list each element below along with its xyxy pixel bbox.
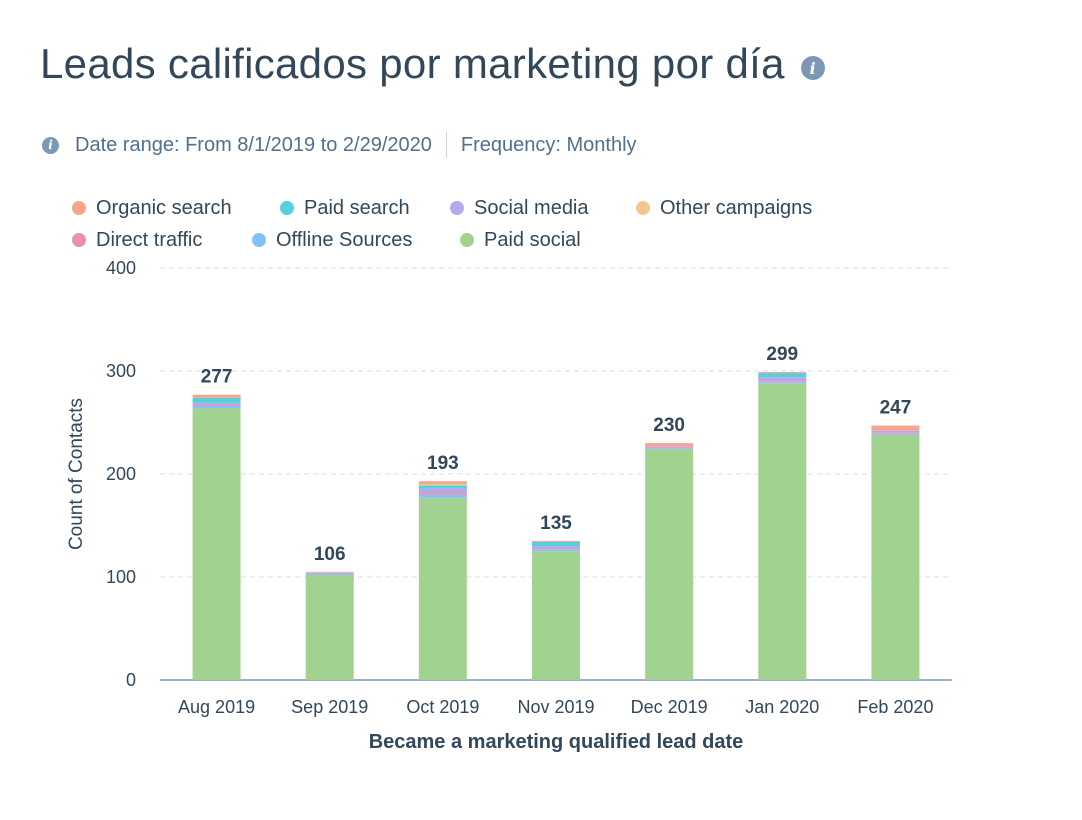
chart-legend: Organic search Paid search Social media Oth…: [72, 192, 972, 256]
x-axis-title: Became a marketing qualified lead date: [369, 731, 744, 753]
bar-segment-social-media: [305, 572, 354, 574]
legend-item-social-media[interactable]: Social media: [450, 197, 589, 220]
bar-segment-direct-traffic: [758, 381, 807, 383]
legend-swatch: [636, 201, 650, 215]
meta-divider: [445, 132, 447, 158]
bar-total-label: 135: [540, 513, 572, 534]
bar-segment-organic-search: [645, 443, 694, 447]
bar-segment-offline-sources: [758, 382, 807, 384]
bar-segment-social-media: [645, 446, 694, 448]
chart-title: Leads calificados por marketing por día …: [40, 40, 825, 88]
legend-swatch: [280, 201, 294, 215]
bar-segment-social-media: [192, 402, 241, 405]
bar-segment-direct-traffic: [418, 492, 467, 495]
x-tick-label: Aug 2019: [178, 697, 255, 717]
bar-segment-paid-search: [192, 397, 241, 403]
legend-item-paid-search[interactable]: Paid search: [280, 197, 410, 220]
bar-total-label: 193: [427, 453, 459, 474]
x-tick-label: Jan 2020: [745, 697, 819, 717]
legend-swatch: [72, 233, 86, 247]
bar-segment-offline-sources: [192, 406, 241, 409]
y-tick-label: 0: [126, 670, 136, 690]
bar-segment-paid-search: [758, 373, 807, 378]
x-tick-label: Nov 2019: [517, 697, 594, 717]
bar-total-label: 247: [880, 398, 912, 419]
date-range-info-icon[interactable]: i: [42, 136, 59, 154]
bar-segment-offline-sources: [645, 448, 694, 450]
info-icon[interactable]: i: [800, 56, 825, 80]
legend-label: Paid search: [304, 196, 410, 219]
legend-item-direct-traffic[interactable]: Direct traffic: [72, 229, 202, 252]
legend-item-offline-sources[interactable]: Offline Sources: [252, 229, 412, 252]
bar-total-label: 106: [314, 544, 346, 565]
legend-item-paid-social[interactable]: Paid social: [460, 229, 581, 252]
bar-segment-organic-search: [418, 481, 467, 485]
bar-segment-organic-search: [871, 425, 920, 431]
date-range-text: Date range: From 8/1/2019 to 2/29/2020: [75, 133, 432, 156]
bar-segment-social-media: [758, 377, 807, 382]
x-tick-label: Feb 2020: [857, 697, 933, 717]
bar-segment-paid-social: [871, 434, 920, 680]
bar-segment-direct-traffic: [645, 447, 694, 449]
bar-segment-paid-social: [532, 551, 580, 680]
x-tick-label: Oct 2019: [406, 697, 479, 717]
y-tick-label: 100: [106, 567, 136, 587]
chart-title-text: Leads calificados por marketing por día: [40, 40, 785, 87]
bar-segment-offline-sources: [532, 549, 580, 552]
legend-label: Organic search: [96, 196, 232, 219]
bar-segment-organic-search: [305, 571, 354, 573]
bar-segment-offline-sources: [418, 494, 467, 498]
bar-total-label: 230: [653, 415, 685, 436]
bar-segment-paid-search: [532, 541, 580, 547]
bar-segment-paid-social: [645, 449, 694, 680]
bar-segment-organic-search: [532, 540, 580, 542]
legend-label: Other campaigns: [660, 196, 813, 219]
y-tick-label: 200: [106, 464, 136, 484]
frequency-text: Frequency: Monthly: [460, 133, 637, 156]
legend-row: Organic search Paid search Social media Oth…: [72, 192, 972, 224]
legend-label: Direct traffic: [96, 228, 203, 251]
bar-segment-direct-traffic: [871, 432, 920, 434]
legend-label: Social media: [474, 196, 589, 219]
legend-label: Offline Sources: [276, 228, 413, 251]
legend-swatch: [450, 201, 464, 215]
legend-row: Direct traffic Offline Sources Paid social: [72, 224, 972, 256]
bar-segment-paid-search: [418, 485, 467, 489]
bar-segment-offline-sources: [305, 573, 354, 575]
bar-segment-paid-social: [758, 383, 807, 680]
bar-segment-social-media: [418, 488, 467, 493]
bar-segment-direct-traffic: [532, 548, 580, 550]
report-meta: i Date range: From 8/1/2019 to 2/29/2020…: [42, 132, 637, 158]
legend-item-other-campaigns[interactable]: Other campaigns: [636, 197, 812, 220]
legend-label: Paid social: [484, 228, 581, 251]
bar-segment-social-media: [532, 546, 580, 549]
bar-segment-paid-social: [418, 497, 467, 680]
x-tick-label: Dec 2019: [631, 697, 708, 717]
bar-segment-paid-social: [305, 574, 354, 680]
y-tick-label: 400: [106, 258, 136, 278]
bar-total-label: 299: [766, 344, 798, 365]
bar-segment-organic-search: [192, 394, 241, 398]
y-tick-label: 300: [106, 361, 136, 381]
legend-swatch: [252, 233, 266, 247]
legend-swatch: [460, 233, 474, 247]
x-tick-label: Sep 2019: [291, 697, 368, 717]
bar-segment-social-media: [871, 430, 920, 433]
bar-total-label: 277: [201, 367, 233, 388]
y-axis-title: Count of Contacts: [66, 398, 87, 550]
legend-item-organic-search[interactable]: Organic search: [72, 197, 232, 220]
legend-swatch: [72, 201, 86, 215]
bar-segment-offline-sources: [871, 433, 920, 435]
bar-segment-organic-search: [758, 372, 807, 374]
bar-segment-other-campaigns: [418, 484, 467, 486]
bar-segment-direct-traffic: [192, 404, 241, 407]
bar-segment-paid-social: [192, 408, 241, 680]
